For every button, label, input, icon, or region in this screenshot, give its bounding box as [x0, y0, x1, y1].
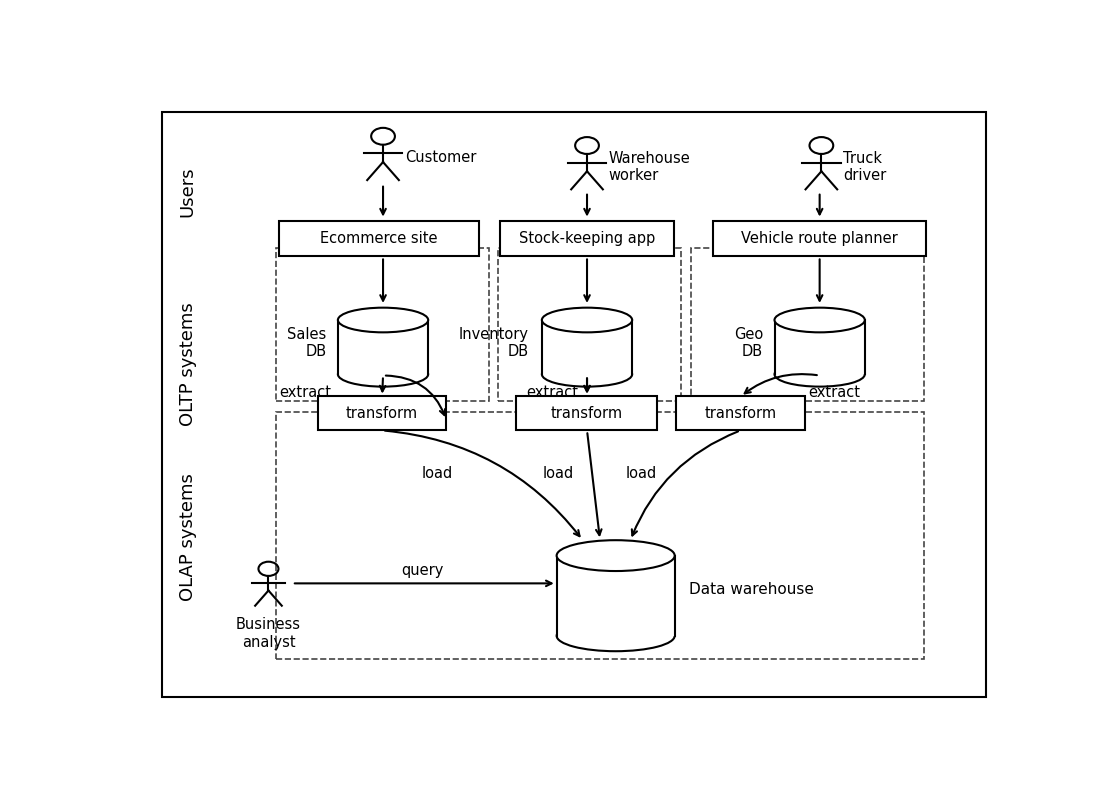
FancyBboxPatch shape [676, 396, 805, 430]
Text: extract: extract [526, 384, 578, 400]
Ellipse shape [775, 308, 865, 332]
Text: extract: extract [279, 384, 330, 400]
Polygon shape [557, 556, 674, 636]
FancyBboxPatch shape [279, 221, 478, 256]
Ellipse shape [775, 362, 865, 387]
Text: transform: transform [346, 406, 418, 421]
Ellipse shape [557, 540, 674, 571]
Ellipse shape [338, 362, 428, 387]
Text: Truck
driver: Truck driver [843, 151, 886, 183]
FancyBboxPatch shape [516, 396, 657, 430]
Text: query: query [401, 563, 444, 578]
Text: Stock-keeping app: Stock-keeping app [519, 231, 655, 246]
Text: Warehouse
worker: Warehouse worker [609, 151, 690, 183]
Polygon shape [542, 320, 632, 374]
Text: load: load [626, 466, 657, 481]
Ellipse shape [542, 308, 632, 332]
FancyBboxPatch shape [501, 221, 674, 256]
Text: Vehicle route planner: Vehicle route planner [740, 231, 897, 246]
Text: Data warehouse: Data warehouse [689, 582, 813, 597]
Text: load: load [543, 466, 573, 481]
Text: transform: transform [551, 406, 623, 421]
FancyBboxPatch shape [161, 111, 987, 698]
Text: Geo
DB: Geo DB [734, 327, 763, 359]
Text: OLTP systems: OLTP systems [179, 303, 197, 426]
Text: transform: transform [704, 406, 776, 421]
Text: Sales
DB: Sales DB [288, 327, 327, 359]
Ellipse shape [338, 308, 428, 332]
Polygon shape [775, 320, 865, 374]
Text: Inventory
DB: Inventory DB [459, 327, 529, 359]
FancyBboxPatch shape [712, 221, 925, 256]
Polygon shape [338, 320, 428, 374]
FancyBboxPatch shape [318, 396, 447, 430]
Text: Customer: Customer [404, 151, 476, 165]
Text: Business
analyst: Business analyst [236, 618, 301, 650]
Text: Ecommerce site: Ecommerce site [320, 231, 438, 246]
Ellipse shape [557, 620, 674, 651]
Text: OLAP systems: OLAP systems [179, 473, 197, 601]
Text: Users: Users [179, 167, 197, 217]
Text: load: load [421, 466, 452, 481]
Text: extract: extract [809, 384, 860, 400]
Ellipse shape [542, 362, 632, 387]
